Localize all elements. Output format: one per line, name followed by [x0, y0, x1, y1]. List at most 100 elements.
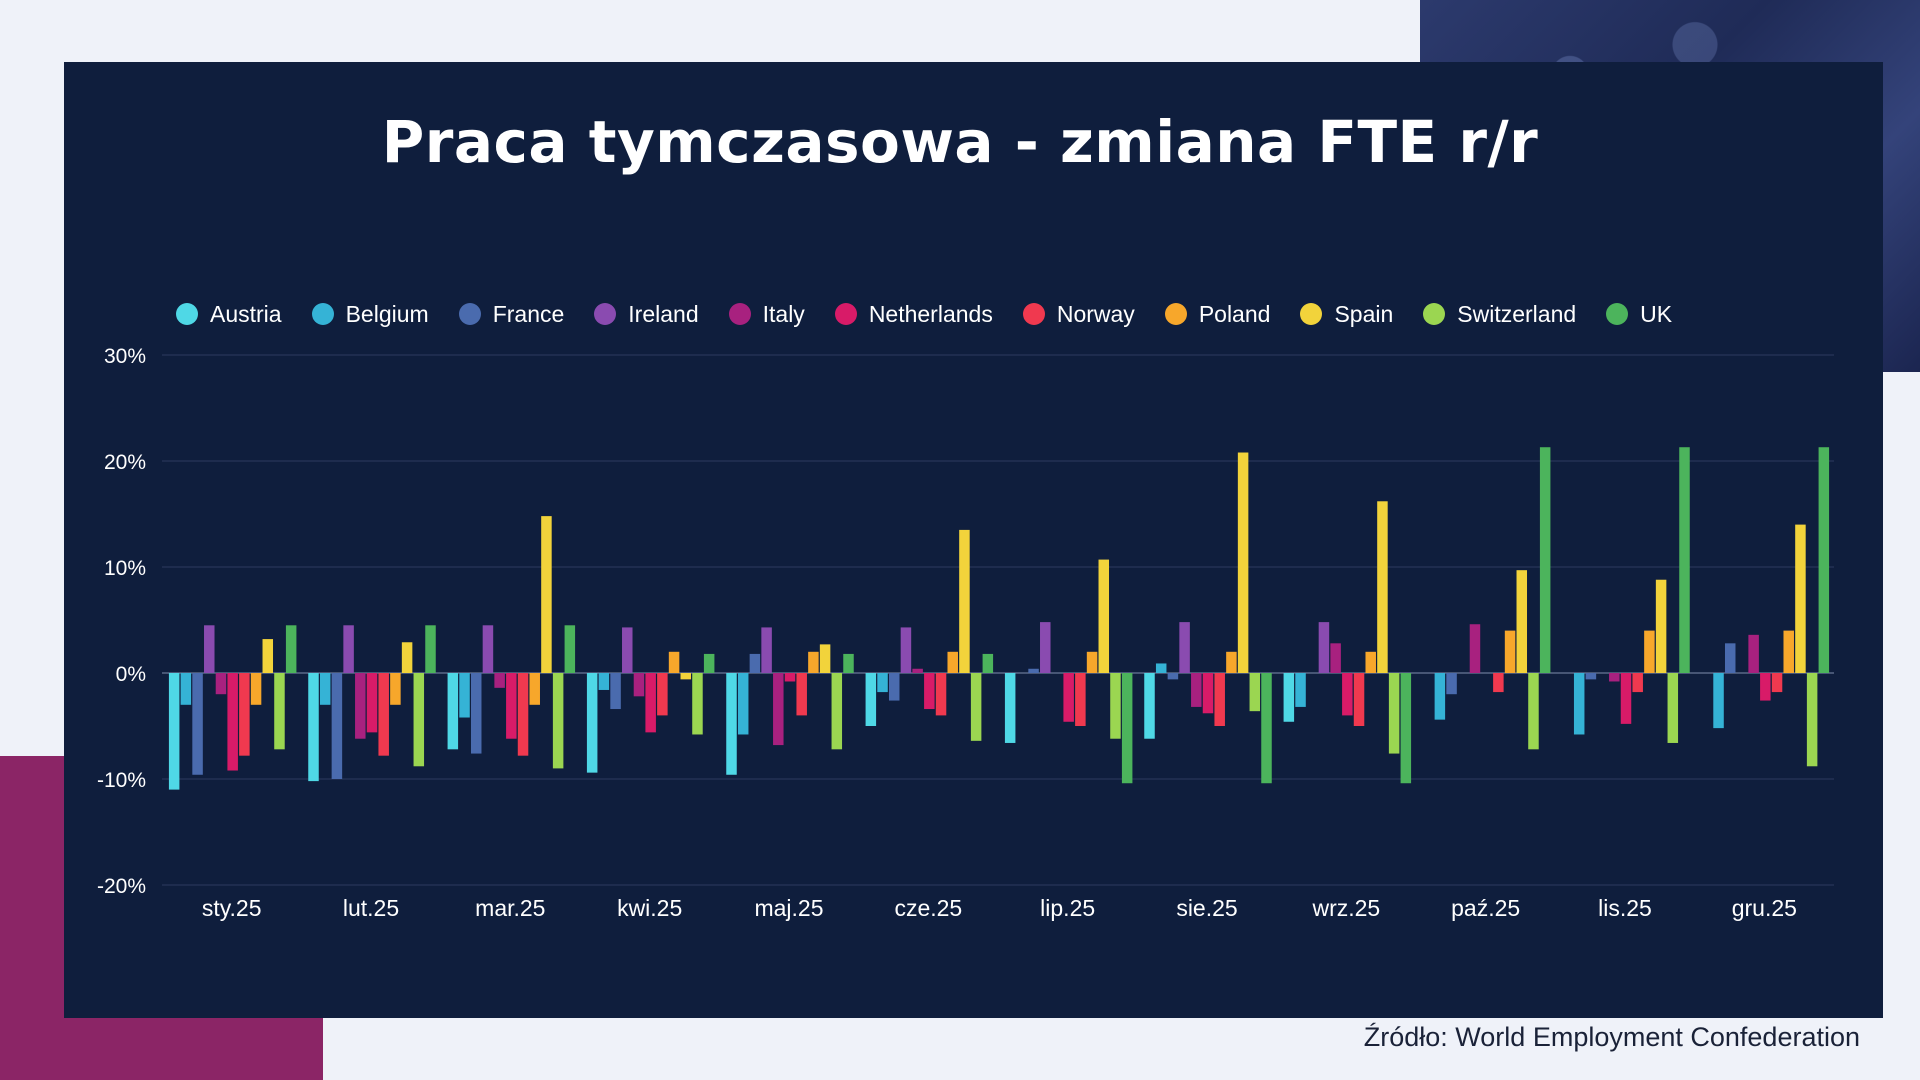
- bar-belgium: [598, 673, 610, 690]
- bar-austria: [726, 673, 737, 775]
- bar-poland: [1086, 651, 1098, 673]
- y-tick-label: 0%: [116, 663, 146, 686]
- chart-legend: Austria Belgium France Ireland Italy Netherla…: [176, 296, 1702, 332]
- bar-italy: [633, 673, 645, 697]
- bar-uk: [703, 653, 715, 673]
- bar-spain: [262, 639, 274, 673]
- bar-italy: [1469, 624, 1481, 673]
- legend-swatch: [834, 303, 857, 325]
- x-tick-label: lis.25: [1598, 895, 1652, 921]
- bar-netherlands: [645, 673, 656, 733]
- bar-ireland: [204, 625, 215, 673]
- bar-switzerland: [1667, 673, 1679, 743]
- bar-netherlands: [1760, 673, 1771, 701]
- bar-ireland: [343, 625, 354, 673]
- bar-poland: [1226, 651, 1237, 673]
- bar-switzerland: [692, 673, 703, 735]
- x-tick-label: lut.25: [343, 895, 399, 921]
- legend-swatch: [1300, 303, 1323, 325]
- bar-belgium: [1573, 673, 1585, 735]
- bar-belgium: [1713, 673, 1724, 729]
- bar-belgium: [180, 673, 192, 705]
- bar-france: [1585, 673, 1597, 680]
- legend-item-norway: Norway: [1022, 301, 1135, 328]
- bar-uk: [1121, 673, 1133, 784]
- bar-poland: [808, 651, 819, 673]
- bar-poland: [390, 673, 401, 705]
- bar-italy: [215, 673, 227, 695]
- legend-label: Italy: [762, 300, 805, 327]
- bar-poland: [1783, 630, 1794, 673]
- bar-norway: [1632, 673, 1643, 693]
- bar-norway: [796, 673, 807, 716]
- bar-france: [610, 673, 621, 710]
- y-tick-label: 30%: [104, 345, 146, 368]
- bar-belgium: [877, 673, 888, 693]
- bar-ireland: [1179, 622, 1190, 673]
- bar-spain: [541, 516, 552, 673]
- bar-italy: [1191, 673, 1202, 707]
- bar-poland: [1504, 630, 1516, 673]
- bar-netherlands: [924, 673, 935, 710]
- bar-uk: [1818, 447, 1830, 673]
- legend-swatch: [1423, 303, 1446, 325]
- bar-netherlands: [1063, 673, 1074, 722]
- bar-switzerland: [1806, 673, 1818, 767]
- bar-italy: [355, 673, 366, 739]
- bar-netherlands: [1202, 673, 1214, 714]
- bar-belgium: [737, 673, 749, 735]
- legend-item-france: France: [458, 300, 565, 328]
- legend-item-italy: Italy: [728, 300, 805, 328]
- bar-france: [192, 673, 203, 775]
- bar-ireland: [900, 627, 912, 673]
- bar-netherlands: [784, 673, 796, 682]
- legend-swatch: [176, 303, 198, 325]
- bar-switzerland: [552, 673, 564, 769]
- bar-poland: [250, 673, 262, 705]
- x-tick-label: sty.25: [202, 895, 262, 921]
- source-note: Źródło: World Employment Confederation: [1363, 1022, 1860, 1052]
- x-tick-label: sie.25: [1176, 895, 1237, 921]
- bar-spain: [1655, 579, 1667, 673]
- bar-switzerland: [413, 673, 425, 767]
- legend-item-belgium: Belgium: [311, 301, 429, 328]
- x-tick-label: gru.25: [1732, 895, 1797, 921]
- bar-spain: [1098, 559, 1110, 673]
- legend-item-ireland: Ireland: [594, 300, 699, 328]
- legend-label: Austria: [210, 300, 282, 327]
- bar-switzerland: [1249, 673, 1261, 712]
- y-tick-label: -20%: [97, 875, 146, 898]
- legend-item-poland: Poland: [1164, 301, 1270, 328]
- bar-france: [470, 673, 482, 754]
- bar-norway: [1353, 673, 1365, 726]
- legend-label: Ireland: [628, 300, 699, 327]
- bar-belgium: [1155, 663, 1167, 673]
- bar-spain: [1795, 524, 1806, 673]
- legend-label: UK: [1640, 300, 1673, 327]
- legend-swatch: [1164, 303, 1187, 325]
- bar-italy: [1748, 634, 1759, 673]
- bar-switzerland: [831, 673, 843, 750]
- bar-norway: [239, 673, 250, 756]
- bar-uk: [1679, 447, 1690, 673]
- bar-belgium: [1295, 673, 1306, 707]
- bar-france: [888, 673, 900, 701]
- chart-title: Praca tymczasowa - zmiana FTE r/r: [381, 108, 1539, 176]
- bar-uk: [564, 625, 576, 673]
- bar-uk: [1261, 673, 1272, 784]
- bar-poland: [668, 651, 680, 673]
- bar-austria: [1004, 673, 1016, 743]
- bar-norway: [657, 673, 668, 716]
- legend-item-uk: UK: [1606, 301, 1672, 328]
- bar-france: [331, 673, 343, 779]
- legend-swatch: [458, 303, 481, 325]
- legend-item-netherlands: Netherlands: [834, 301, 993, 328]
- legend-item-switzerland: Switzerland: [1423, 301, 1576, 328]
- legend-label: France: [492, 300, 565, 327]
- bar-austria: [1283, 673, 1295, 722]
- bar-netherlands: [227, 673, 238, 771]
- legend-item-spain: Spain: [1300, 301, 1393, 328]
- bar-italy: [494, 673, 505, 688]
- legend-item-austria: Austria: [176, 301, 282, 328]
